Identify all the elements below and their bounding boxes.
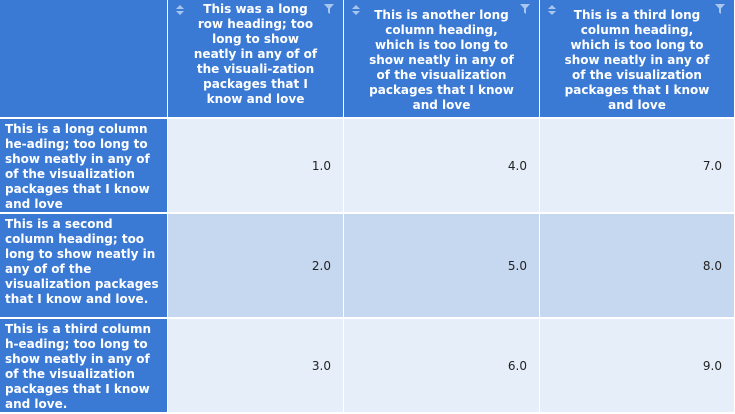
corner-cell bbox=[0, 0, 168, 119]
column-header-label: This is another long column heading, whi… bbox=[369, 8, 514, 112]
sort-icon[interactable] bbox=[176, 5, 184, 15]
value-cell[interactable]: 1.0 bbox=[168, 119, 344, 214]
sort-icon[interactable] bbox=[548, 5, 556, 15]
column-header-1[interactable]: This was a long row heading; too long to… bbox=[168, 0, 344, 119]
value-cell[interactable]: 7.0 bbox=[540, 119, 735, 214]
value-cell[interactable]: 2.0 bbox=[168, 214, 344, 319]
row-header-2: This is a second column heading; too lon… bbox=[0, 214, 168, 319]
column-header-label: This is a third long column heading, whi… bbox=[564, 8, 710, 112]
row-header-3: This is a third column h-eading; too lon… bbox=[0, 319, 168, 414]
value-cell[interactable]: 4.0 bbox=[344, 119, 540, 214]
table-row: This is a long column he-ading; too long… bbox=[0, 119, 735, 214]
table-row: This is a third column h-eading; too lon… bbox=[0, 319, 735, 414]
row-header-1: This is a long column he-ading; too long… bbox=[0, 119, 168, 214]
column-header-3[interactable]: This is a third long column heading, whi… bbox=[540, 0, 735, 119]
filter-icon[interactable] bbox=[715, 4, 725, 14]
value-cell[interactable]: 5.0 bbox=[344, 214, 540, 319]
value-cell[interactable]: 3.0 bbox=[168, 319, 344, 414]
filter-icon[interactable] bbox=[520, 4, 530, 14]
table-row: This is a second column heading; too lon… bbox=[0, 214, 735, 319]
column-header-2[interactable]: This is another long column heading, whi… bbox=[344, 0, 540, 119]
value-cell[interactable]: 9.0 bbox=[540, 319, 735, 414]
sort-icon[interactable] bbox=[352, 5, 360, 15]
header-row: This was a long row heading; too long to… bbox=[0, 0, 735, 119]
filter-icon[interactable] bbox=[324, 4, 334, 14]
value-cell[interactable]: 6.0 bbox=[344, 319, 540, 414]
column-header-label: This was a long row heading; too long to… bbox=[193, 2, 318, 106]
value-cell[interactable]: 8.0 bbox=[540, 214, 735, 319]
